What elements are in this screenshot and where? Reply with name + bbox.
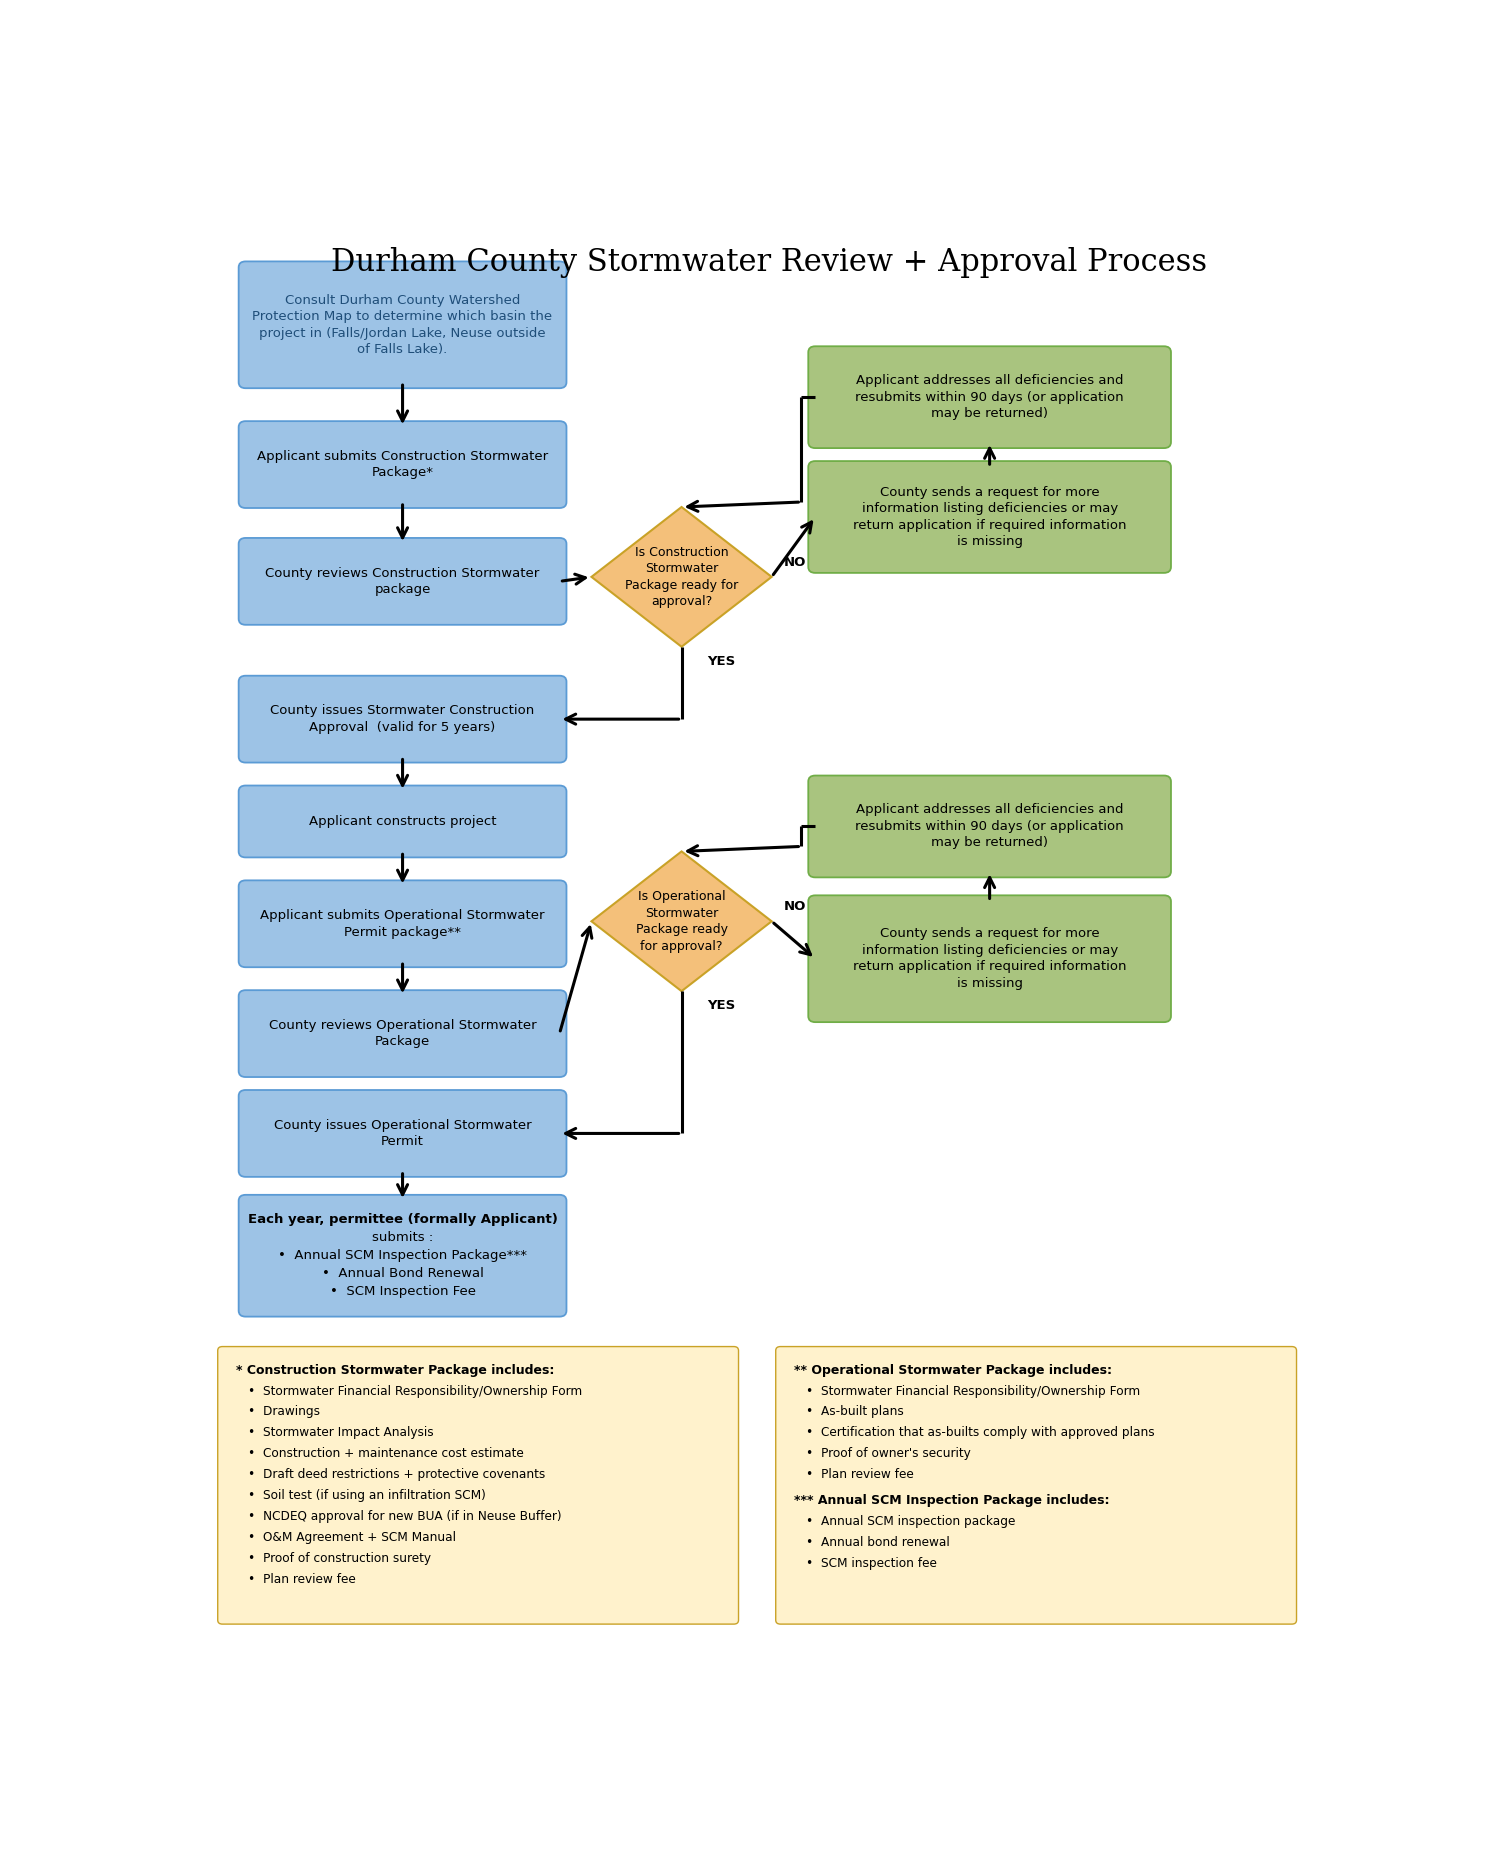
Text: •  Proof of owner's security: • Proof of owner's security xyxy=(806,1448,970,1461)
Text: Applicant addresses all deficiencies and
resubmits within 90 days (or applicatio: Applicant addresses all deficiencies and… xyxy=(855,803,1124,849)
FancyBboxPatch shape xyxy=(238,538,567,625)
FancyBboxPatch shape xyxy=(217,1346,738,1624)
FancyBboxPatch shape xyxy=(238,261,567,387)
Text: •  Soil test (if using an infiltration SCM): • Soil test (if using an infiltration SC… xyxy=(248,1489,486,1502)
Text: •  Stormwater Financial Responsibility/Ownership Form: • Stormwater Financial Responsibility/Ow… xyxy=(806,1385,1140,1398)
Text: •  Stormwater Financial Responsibility/Ownership Form: • Stormwater Financial Responsibility/Ow… xyxy=(248,1385,582,1398)
FancyBboxPatch shape xyxy=(808,462,1172,573)
Text: •  As-built plans: • As-built plans xyxy=(806,1405,903,1418)
Text: •  SCM inspection fee: • SCM inspection fee xyxy=(806,1557,938,1570)
Text: •  SCM Inspection Fee: • SCM Inspection Fee xyxy=(330,1285,476,1298)
Polygon shape xyxy=(591,851,771,992)
Text: •  Stormwater Impact Analysis: • Stormwater Impact Analysis xyxy=(248,1426,433,1439)
FancyBboxPatch shape xyxy=(808,895,1172,1022)
Text: •  Construction + maintenance cost estimate: • Construction + maintenance cost estima… xyxy=(248,1448,524,1461)
FancyBboxPatch shape xyxy=(808,775,1172,877)
Text: County sends a request for more
information listing deficiencies or may
return a: County sends a request for more informat… xyxy=(853,486,1126,549)
Text: •  Plan review fee: • Plan review fee xyxy=(248,1574,356,1587)
Text: •  Annual bond renewal: • Annual bond renewal xyxy=(806,1537,950,1550)
Text: •  Drawings: • Drawings xyxy=(248,1405,320,1418)
Text: Applicant submits Construction Stormwater
Package*: Applicant submits Construction Stormwate… xyxy=(256,451,548,480)
Text: NO: NO xyxy=(783,556,806,569)
Text: Is Operational
Stormwater
Package ready
for approval?: Is Operational Stormwater Package ready … xyxy=(636,890,728,953)
Text: County sends a request for more
information listing deficiencies or may
return a: County sends a request for more informat… xyxy=(853,927,1126,990)
Text: County issues Stormwater Construction
Approval  (valid for 5 years): County issues Stormwater Construction Ap… xyxy=(270,705,534,734)
FancyBboxPatch shape xyxy=(238,675,567,762)
Text: •  Plan review fee: • Plan review fee xyxy=(806,1468,913,1481)
Text: •  NCDEQ approval for new BUA (if in Neuse Buffer): • NCDEQ approval for new BUA (if in Neus… xyxy=(248,1511,561,1524)
FancyBboxPatch shape xyxy=(776,1346,1296,1624)
Polygon shape xyxy=(591,506,771,647)
Text: •  Annual Bond Renewal: • Annual Bond Renewal xyxy=(321,1266,483,1281)
Text: Applicant addresses all deficiencies and
resubmits within 90 days (or applicatio: Applicant addresses all deficiencies and… xyxy=(855,375,1124,421)
FancyBboxPatch shape xyxy=(238,881,567,968)
Text: •  Annual SCM inspection package: • Annual SCM inspection package xyxy=(806,1515,1016,1528)
Text: ** Operational Stormwater Package includes:: ** Operational Stormwater Package includ… xyxy=(795,1363,1113,1376)
Text: Durham County Stormwater Review + Approval Process: Durham County Stormwater Review + Approv… xyxy=(330,247,1208,278)
Text: •  O&M Agreement + SCM Manual: • O&M Agreement + SCM Manual xyxy=(248,1531,456,1544)
Text: •  Draft deed restrictions + protective covenants: • Draft deed restrictions + protective c… xyxy=(248,1468,544,1481)
Text: Applicant constructs project: Applicant constructs project xyxy=(309,816,496,829)
Text: Each year, permittee (formally Applicant): Each year, permittee (formally Applicant… xyxy=(248,1213,558,1225)
Text: * Construction Stormwater Package includes:: * Construction Stormwater Package includ… xyxy=(237,1363,555,1376)
Text: *** Annual SCM Inspection Package includes:: *** Annual SCM Inspection Package includ… xyxy=(795,1494,1110,1507)
Text: County reviews Operational Stormwater
Package: County reviews Operational Stormwater Pa… xyxy=(268,1020,537,1048)
FancyBboxPatch shape xyxy=(238,990,567,1077)
Text: NO: NO xyxy=(783,901,806,914)
Text: Applicant submits Operational Stormwater
Permit package**: Applicant submits Operational Stormwater… xyxy=(261,908,544,938)
Text: Is Construction
Stormwater
Package ready for
approval?: Is Construction Stormwater Package ready… xyxy=(626,545,738,608)
Text: •  Certification that as-builts comply with approved plans: • Certification that as-builts comply wi… xyxy=(806,1426,1155,1439)
Text: Consult Durham County Watershed
Protection Map to determine which basin the
proj: Consult Durham County Watershed Protecti… xyxy=(252,293,552,356)
FancyBboxPatch shape xyxy=(808,347,1172,449)
FancyBboxPatch shape xyxy=(238,786,567,857)
Text: YES: YES xyxy=(706,999,735,1012)
Text: submits :: submits : xyxy=(372,1231,434,1244)
FancyBboxPatch shape xyxy=(238,421,567,508)
Text: •  Proof of construction surety: • Proof of construction surety xyxy=(248,1552,430,1565)
Text: County reviews Construction Stormwater
package: County reviews Construction Stormwater p… xyxy=(266,567,540,597)
Text: County issues Operational Stormwater
Permit: County issues Operational Stormwater Per… xyxy=(273,1118,531,1148)
FancyBboxPatch shape xyxy=(238,1194,567,1316)
Text: •  Annual SCM Inspection Package***: • Annual SCM Inspection Package*** xyxy=(278,1250,526,1263)
Text: YES: YES xyxy=(706,654,735,667)
FancyBboxPatch shape xyxy=(238,1090,567,1177)
